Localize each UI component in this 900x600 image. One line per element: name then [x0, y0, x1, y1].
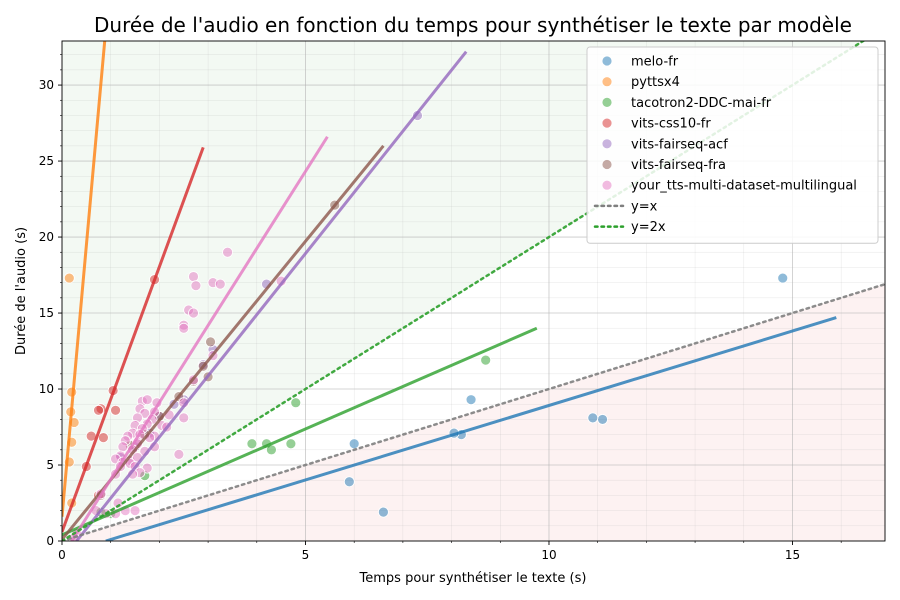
fit-line-tacotron2-DDC-mai-fr	[62, 326, 538, 537]
data-point-tacotron2-DDC-mai-fr	[290, 397, 302, 409]
data-point-your_tts-multi-dataset-multilingual	[190, 280, 202, 292]
data-point-pyttsx4	[63, 272, 75, 284]
data-point-your_tts-multi-dataset-multilingual	[188, 307, 199, 319]
data-point-vits-css10-fr	[97, 432, 109, 444]
legend-label: vits-css10-fr	[631, 117, 711, 132]
legend-marker-vits-css10-fr	[601, 117, 613, 129]
legend-label: your_tts-multi-dataset-multilingual	[631, 179, 857, 194]
legend-marker-melo-fr	[601, 55, 613, 67]
legend-marker-your_tts-multi-dataset-multilingual	[601, 179, 613, 191]
x-tick-label: 0	[58, 548, 66, 562]
y-axis-label: Durée de l'audio (s)	[14, 227, 29, 355]
data-point-your_tts-multi-dataset-multilingual	[117, 441, 129, 453]
chart-title: Durée de l'audio en fonction du temps po…	[94, 13, 852, 37]
legend-label: tacotron2-DDC-mai-fr	[631, 96, 772, 111]
fit-line-vits-fairseq-acf	[75, 50, 468, 541]
data-point-tacotron2-DDC-mai-fr	[480, 354, 492, 366]
x-tick-label: 5	[302, 548, 310, 562]
legend-marker-vits-fairseq-fra	[601, 159, 613, 170]
y-tick-label: 0	[46, 534, 54, 548]
legend-label: melo-fr	[631, 55, 679, 70]
y-tick-label: 10	[39, 382, 54, 396]
y-tick-label: 25	[39, 154, 54, 168]
fit-line-pyttsx4	[62, 41, 107, 517]
data-point-your_tts-multi-dataset-multilingual	[222, 246, 233, 258]
data-point-your_tts-multi-dataset-multilingual	[188, 271, 199, 282]
x-tick-label: 10	[541, 548, 556, 562]
data-point-your_tts-multi-dataset-multilingual	[178, 412, 190, 424]
data-point-melo-fr	[378, 506, 389, 518]
data-point-vits-fairseq-fra	[205, 336, 216, 348]
data-point-melo-fr	[348, 438, 360, 450]
data-point-vits-css10-fr	[110, 404, 121, 416]
x-axis-label: Temps pour synthétiser le texte (s)	[359, 571, 587, 586]
data-point-melo-fr	[777, 272, 789, 284]
legend-label: vits-fairseq-acf	[631, 137, 728, 152]
fit-line-your_tts-multi-dataset-multilingual	[70, 135, 329, 541]
data-point-melo-fr	[465, 394, 477, 406]
data-point-tacotron2-DDC-mai-fr	[285, 438, 297, 450]
data-point-tacotron2-DDC-mai-fr	[246, 438, 258, 450]
legend-label: y=x	[631, 199, 658, 214]
legend-label: vits-fairseq-fra	[631, 158, 726, 173]
data-point-vits-css10-fr	[93, 404, 104, 416]
y-tick-label: 15	[39, 306, 54, 320]
data-point-your_tts-multi-dataset-multilingual	[178, 322, 190, 334]
y-tick-label: 20	[39, 230, 54, 244]
data-point-your_tts-multi-dataset-multilingual	[129, 505, 141, 517]
data-point-your_tts-multi-dataset-multilingual	[214, 278, 226, 290]
legend-label: pyttsx4	[631, 75, 680, 90]
reference-line-y=x	[62, 282, 885, 541]
legend-marker-tacotron2-DDC-mai-fr	[601, 97, 613, 108]
legend-marker-pyttsx4	[601, 76, 613, 88]
data-point-melo-fr	[343, 476, 355, 488]
y-tick-label: 5	[46, 458, 54, 472]
legend-box	[586, 46, 879, 244]
data-point-melo-fr	[597, 414, 608, 425]
data-point-your_tts-multi-dataset-multilingual	[173, 448, 185, 460]
legend: melo-fr pyttsx4 tacotron2-DDC-mai-fr vits-c…	[586, 46, 879, 244]
fit-line-vits-css10-fr	[62, 146, 205, 533]
y-tick-label: 30	[39, 78, 54, 92]
fit-line-melo-fr	[105, 316, 837, 541]
legend-marker-vits-fairseq-acf	[601, 138, 613, 150]
data-point-your_tts-multi-dataset-multilingual	[141, 394, 153, 406]
axes-frame	[61, 40, 886, 542]
x-tick-label: 15	[785, 548, 800, 562]
data-point-melo-fr	[587, 412, 599, 424]
legend-label: y=2x	[631, 220, 666, 235]
